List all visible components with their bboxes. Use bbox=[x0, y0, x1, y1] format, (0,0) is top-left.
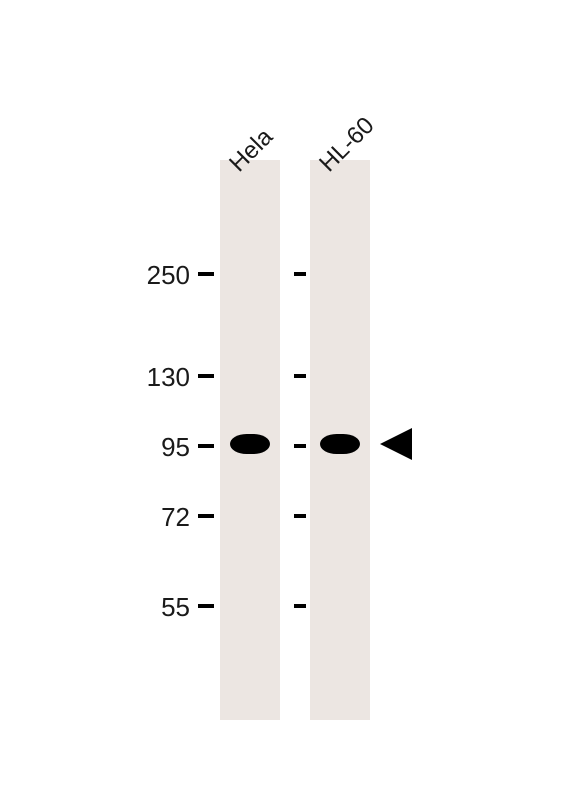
mw-tick-left bbox=[198, 374, 214, 378]
mw-tick-mid bbox=[294, 514, 306, 518]
mw-tick-mid bbox=[294, 604, 306, 608]
mw-tick-mid bbox=[294, 374, 306, 378]
mw-label: 130 bbox=[0, 362, 190, 393]
mw-label: 55 bbox=[0, 592, 190, 623]
mw-label: 95 bbox=[0, 432, 190, 463]
blot-canvas: HelaHL-60250130957255 bbox=[0, 0, 565, 800]
band-lane-2 bbox=[320, 434, 360, 454]
mw-tick-left bbox=[198, 444, 214, 448]
band-lane-1 bbox=[230, 434, 270, 454]
mw-tick-mid bbox=[294, 444, 306, 448]
mw-tick-left bbox=[198, 604, 214, 608]
mw-tick-left bbox=[198, 514, 214, 518]
band-pointer-arrow-icon bbox=[380, 428, 412, 460]
mw-tick-left bbox=[198, 272, 214, 276]
mw-label: 250 bbox=[0, 260, 190, 291]
mw-label: 72 bbox=[0, 502, 190, 533]
mw-tick-mid bbox=[294, 272, 306, 276]
